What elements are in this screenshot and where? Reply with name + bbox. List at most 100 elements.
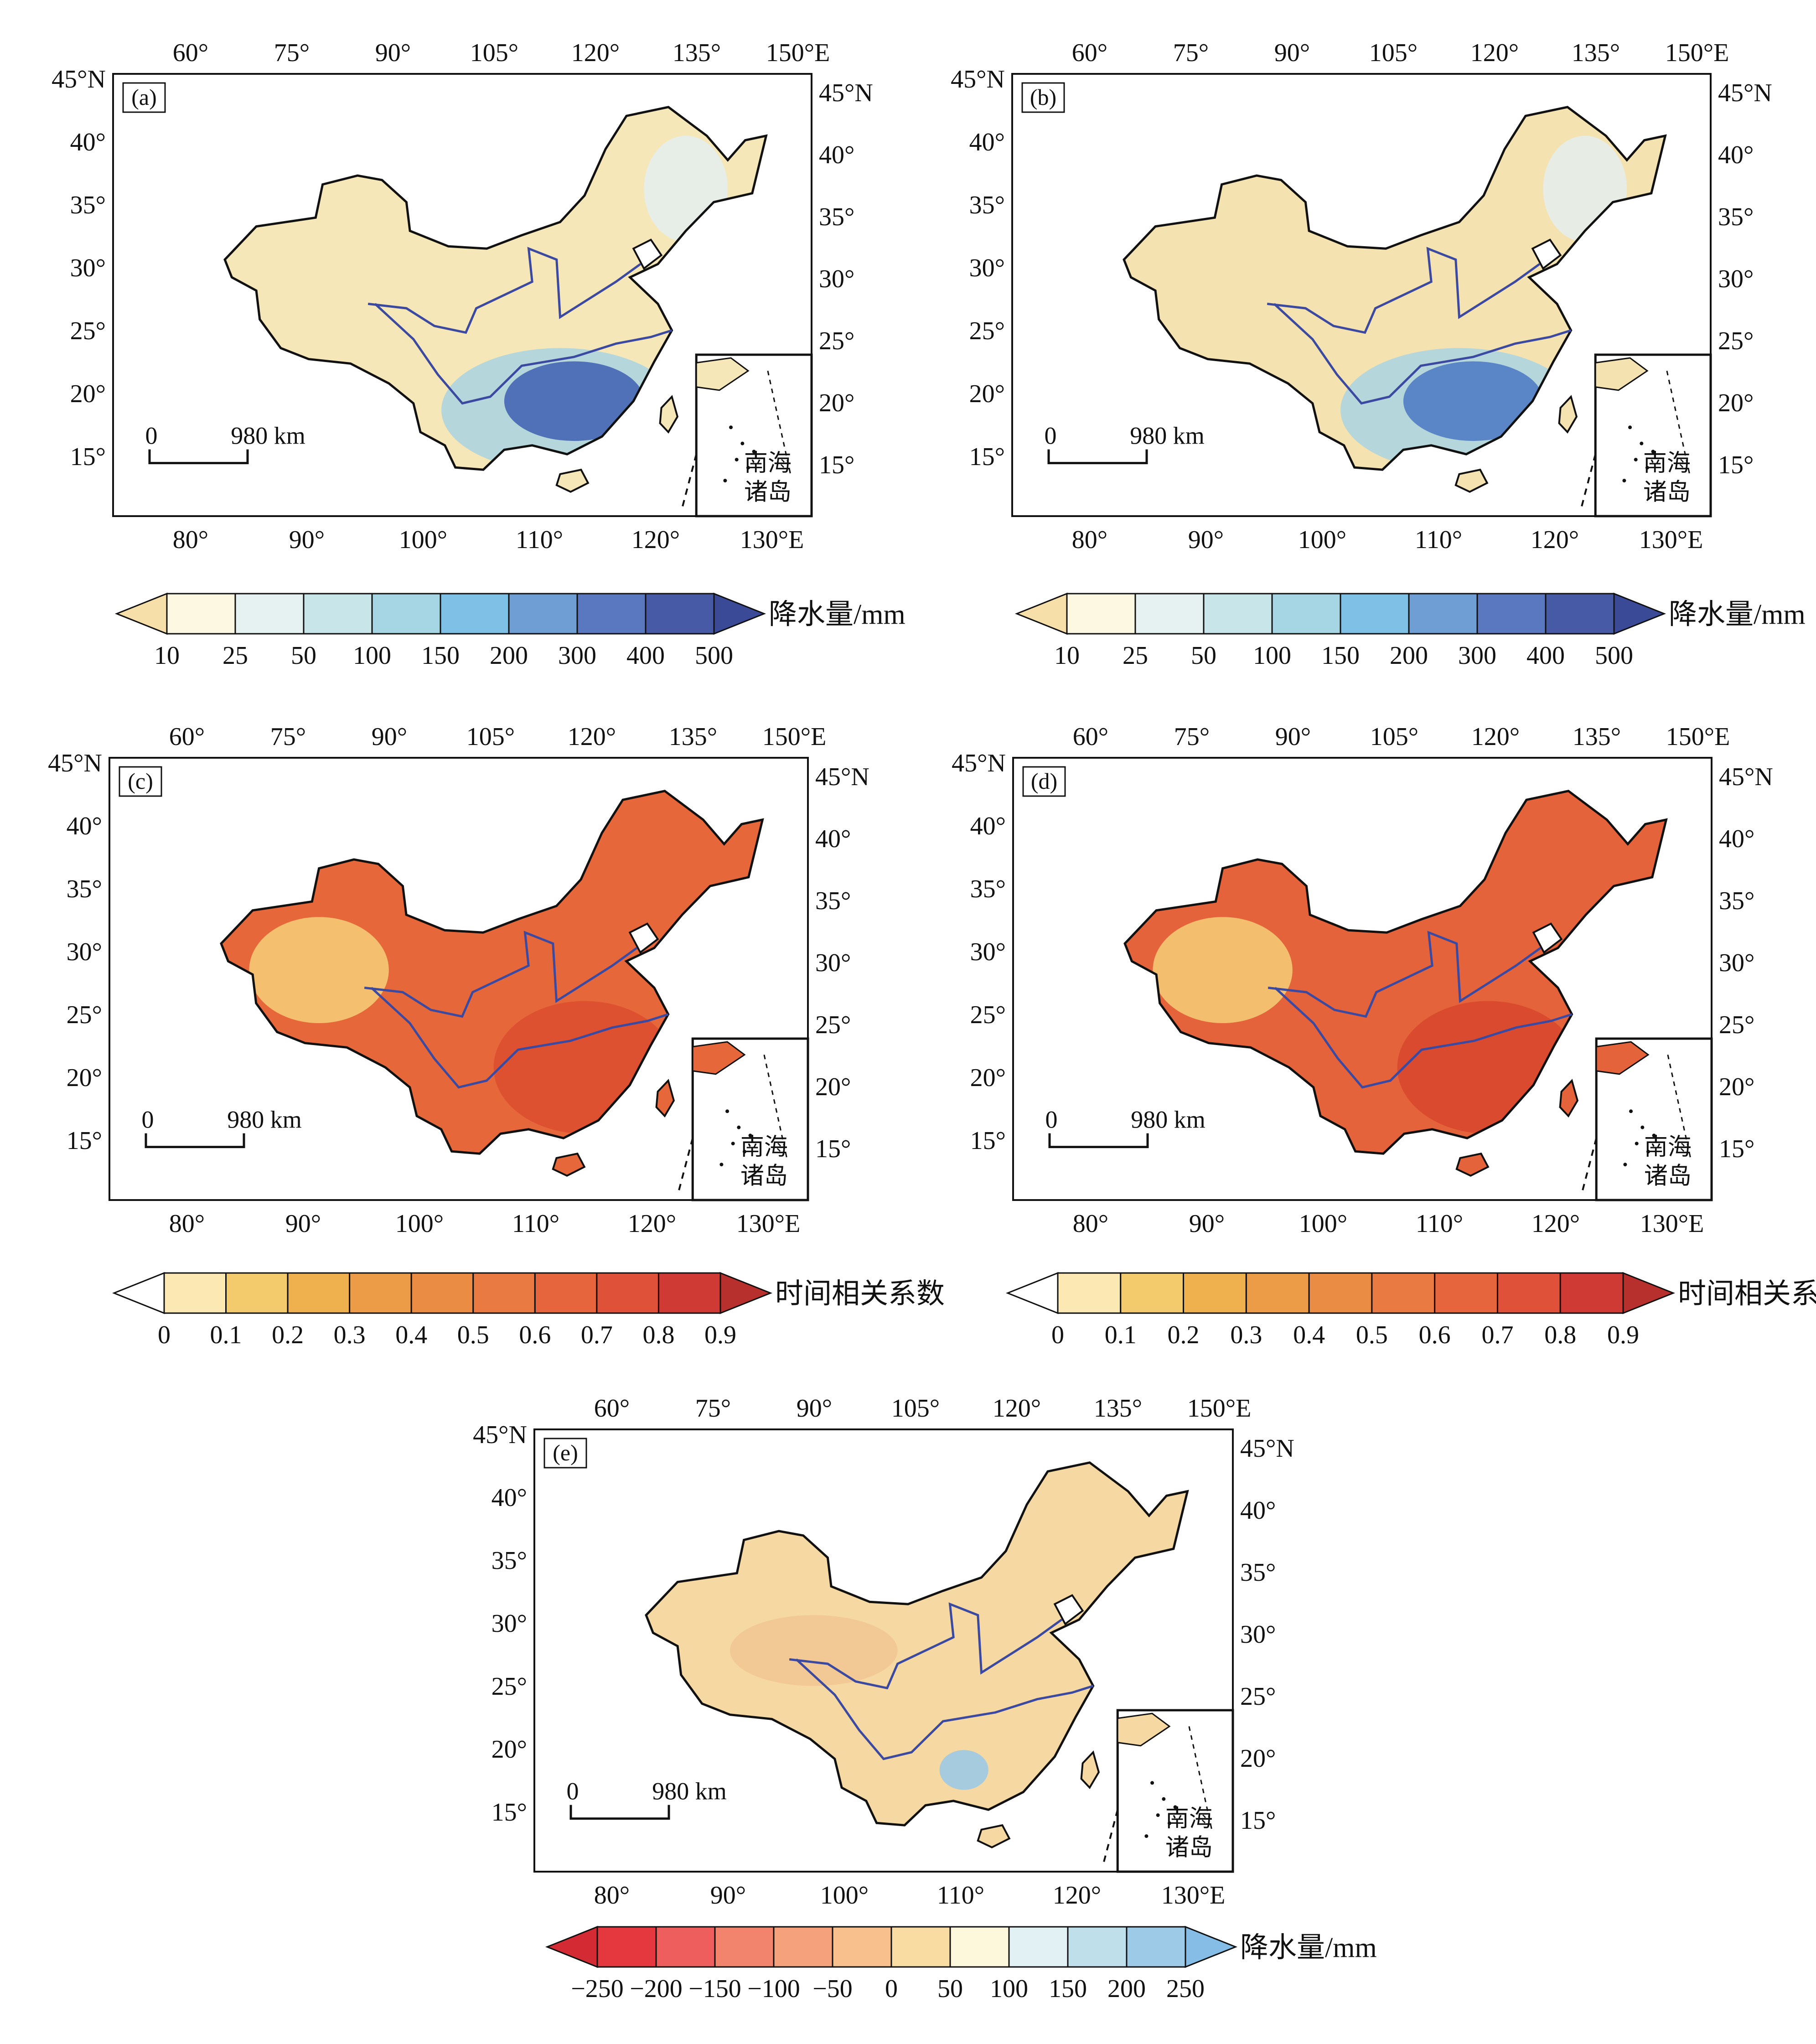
scale-bar: [1047, 449, 1148, 465]
right-tick-label: 20°: [1240, 1744, 1276, 1773]
colorbar-tick-label: 0.9: [704, 1321, 736, 1349]
colorbar-tick-label: 0.3: [1230, 1321, 1262, 1349]
right-tick-label: 15°: [1240, 1806, 1276, 1835]
panel-label: (a): [131, 84, 157, 110]
scale-bar-distance: 980 km: [231, 422, 305, 450]
yellow-river: [1268, 931, 1542, 1018]
top-tick-label: 105°: [466, 723, 515, 751]
colorbar-tick-label: 150: [1049, 1975, 1087, 2003]
china-land: [646, 1462, 1188, 1826]
right-tick-label: 40°: [1719, 825, 1754, 853]
bottom-tick-label: 120°: [631, 526, 680, 554]
colorbar-segment: [371, 593, 441, 635]
colorbar-title: 时间相关系数: [1678, 1278, 1816, 1309]
left-tick-label: 35°: [70, 191, 106, 219]
bohai-sea: [1531, 238, 1562, 270]
right-tick-label: 45°N: [1719, 763, 1773, 791]
left-tick-label: 15°: [969, 443, 1005, 471]
scale-bar-distance: 980 km: [1131, 1106, 1205, 1133]
top-tick-label: 60°: [594, 1394, 630, 1423]
inset-coast: [1595, 1041, 1650, 1075]
colorbar-segment: [166, 593, 236, 635]
colorbar-e: −250 −200 −150 −100 −50 0 50 100 150 200 250 降水量/mm: [545, 1925, 1377, 2003]
colorbar-segment: [645, 593, 715, 635]
right-tick-label: 45°N: [815, 763, 869, 791]
hainan-island: [1454, 468, 1489, 493]
china-border: [223, 106, 768, 471]
colorbar-tick-label: 300: [558, 642, 596, 670]
bottom-tick-label: 120°: [1531, 526, 1579, 554]
panel-label-box: [119, 766, 162, 797]
hainan-island: [977, 1824, 1011, 1848]
colorbar-tick-label: 0: [885, 1975, 898, 2003]
colorbar-segment: [832, 1926, 892, 1968]
yangtze-river: [374, 303, 673, 405]
top-tick-label: 120°: [571, 39, 620, 67]
right-tick-label: 15°: [819, 451, 854, 479]
inset-island-dot: [719, 1163, 724, 1167]
colorbar-segment: [1408, 593, 1478, 635]
inset-island-dot: [1173, 1805, 1177, 1809]
right-tick-label: 15°: [815, 1135, 851, 1163]
hainan-island: [555, 468, 590, 493]
bottom-tick-label: 90°: [289, 526, 325, 554]
inset-island-dot: [1162, 1797, 1166, 1801]
inset-label-line-1: 南海: [1165, 1806, 1213, 1832]
colorbar-tick-label: 0.1: [1105, 1321, 1137, 1349]
rain-max-blob: [1403, 361, 1543, 441]
right-tick-label: 35°: [1240, 1558, 1276, 1587]
colorbar-tick-label: 0.2: [272, 1321, 304, 1349]
right-tick-label: 20°: [1719, 1073, 1754, 1101]
scale-bar-zero: 0: [1045, 1106, 1058, 1133]
colorbar-segment: [472, 1272, 536, 1314]
panel-label: (c): [128, 768, 153, 794]
left-tick-label: 25°: [492, 1672, 527, 1701]
bohai-sea: [1053, 1594, 1084, 1625]
taiwan-island: [1558, 395, 1578, 434]
inset-island-dot: [1167, 1821, 1171, 1825]
inset-coast: [692, 1041, 746, 1075]
left-tick-label: 25°: [970, 1001, 1006, 1029]
colorbar-title: 降水量/mm: [1240, 1932, 1377, 1963]
colorbar-segment: [655, 1926, 716, 1968]
colorbar-segment: [714, 1926, 775, 1968]
left-tick-label: 15°: [492, 1798, 527, 1827]
maritime-boundary: [1581, 1138, 1598, 1192]
top-tick-label: 135°: [1572, 39, 1620, 67]
colorbar-tick-label: 10: [1054, 642, 1080, 670]
left-tick-label: 15°: [970, 1127, 1006, 1155]
colorbar-tick-label: 200: [1390, 642, 1428, 670]
china-border: [645, 1461, 1189, 1827]
colorbar-segment: [508, 593, 578, 635]
left-tick-label: 40°: [67, 812, 102, 840]
colorbar-segment: [1545, 593, 1615, 635]
left-tick-label: 15°: [67, 1127, 102, 1155]
bottom-tick-label: 80°: [1072, 526, 1107, 554]
left-tick-label: 25°: [70, 317, 106, 345]
colorbar-segment: [1203, 593, 1273, 635]
inset-island-dot: [1622, 479, 1626, 483]
colorbar-segment: [1126, 1926, 1186, 1968]
right-tick-label: 30°: [819, 265, 854, 293]
inset-island-dot: [1623, 1163, 1627, 1167]
inset-island-dot: [740, 441, 745, 445]
left-tick-label: 30°: [970, 938, 1006, 966]
left-tick-label: 35°: [492, 1547, 527, 1575]
top-tick-label: 135°: [673, 39, 721, 67]
bohai-sea: [632, 238, 663, 270]
top-tick-label: 135°: [1573, 723, 1621, 751]
bottom-tick-label: 110°: [516, 526, 563, 554]
yangtze-river: [370, 987, 669, 1089]
colorbar-tick-label: 150: [421, 642, 460, 670]
colorbar-low-extend: [114, 592, 168, 635]
panel-label-box: [1022, 766, 1066, 797]
inset-island-dot: [737, 1125, 741, 1129]
colorbar-segment: [949, 1926, 1010, 1968]
top-tick-label: 90°: [1274, 39, 1310, 67]
colorbar-segment: [234, 593, 305, 635]
right-tick-label: 35°: [1718, 203, 1754, 231]
colorbar-tick-label: 300: [1458, 642, 1496, 670]
